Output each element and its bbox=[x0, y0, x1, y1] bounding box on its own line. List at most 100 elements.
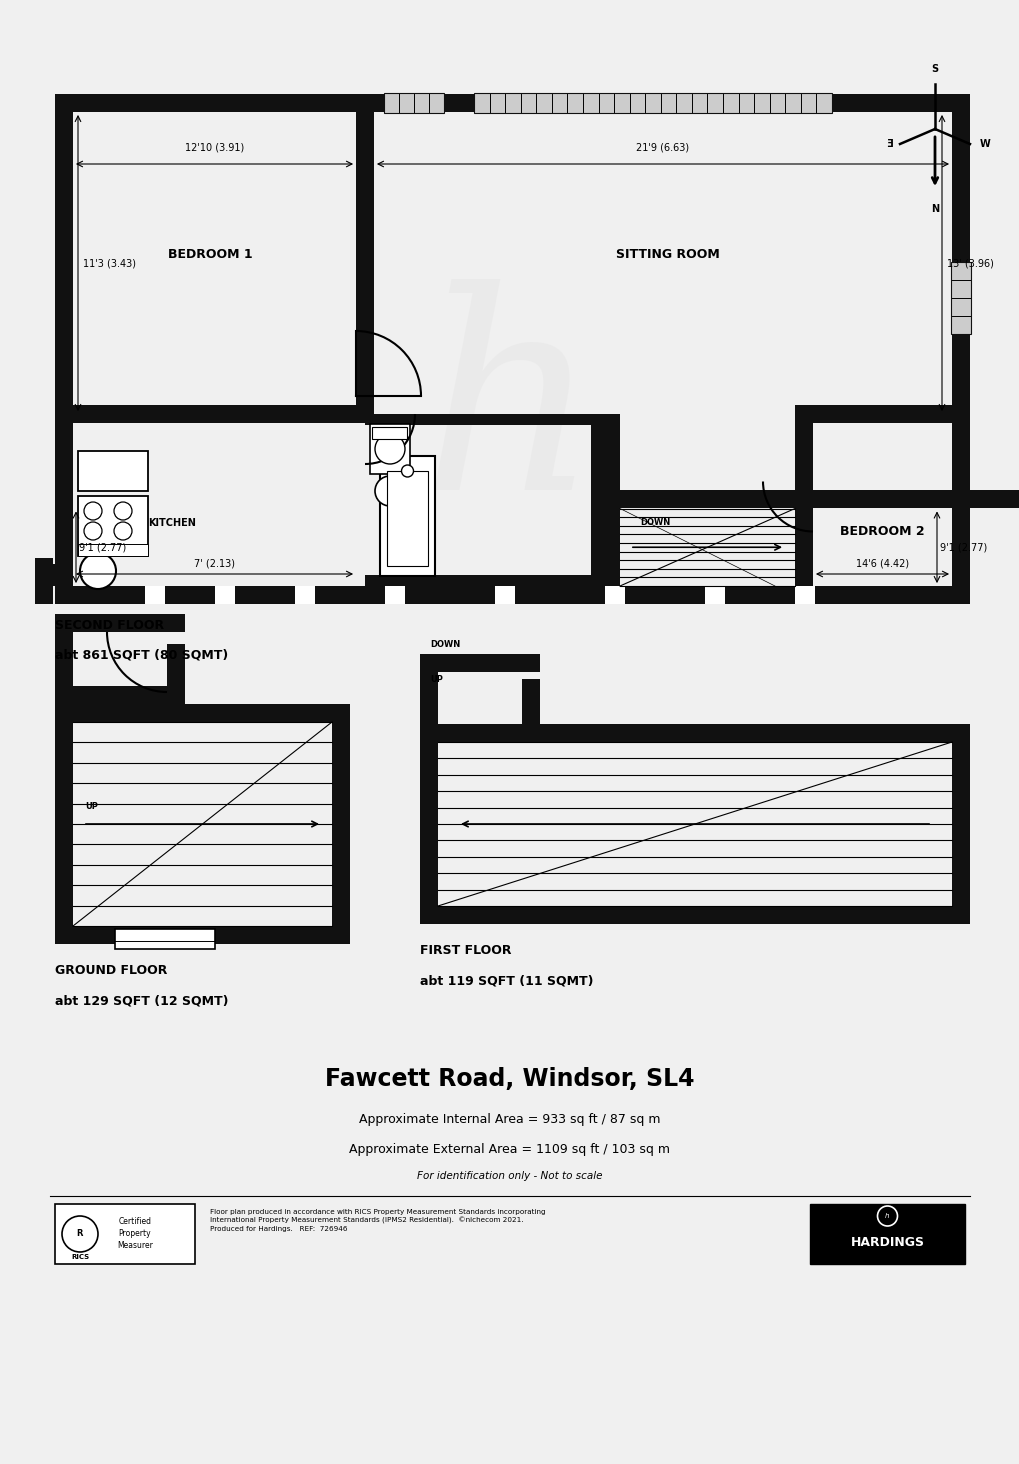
Bar bbox=[494, 586, 515, 605]
Bar bbox=[331, 704, 350, 944]
Text: HARDINGS: HARDINGS bbox=[850, 1236, 923, 1249]
Bar bbox=[35, 558, 53, 605]
Bar bbox=[950, 262, 970, 334]
Bar bbox=[356, 113, 374, 414]
Circle shape bbox=[375, 433, 405, 464]
Bar bbox=[384, 586, 405, 605]
Text: GROUND FLOOR: GROUND FLOOR bbox=[55, 963, 167, 976]
Bar bbox=[420, 906, 969, 924]
Text: BEDROOM 1: BEDROOM 1 bbox=[167, 247, 252, 261]
Bar bbox=[77, 451, 148, 490]
Bar bbox=[474, 94, 832, 113]
Bar bbox=[951, 94, 969, 605]
Text: abt 861 SQFT (80 SQMT): abt 861 SQFT (80 SQMT) bbox=[55, 649, 228, 662]
Text: 9'1 (2.77): 9'1 (2.77) bbox=[940, 542, 986, 552]
Text: DOWN: DOWN bbox=[430, 640, 460, 649]
Text: 13' (3.96): 13' (3.96) bbox=[946, 258, 993, 268]
Bar bbox=[55, 704, 350, 722]
Circle shape bbox=[375, 476, 405, 507]
Text: S: S bbox=[930, 64, 937, 75]
Text: Approximate External Area = 1109 sq ft / 103 sq m: Approximate External Area = 1109 sq ft /… bbox=[350, 1142, 669, 1155]
Bar bbox=[145, 586, 165, 605]
Bar bbox=[215, 586, 234, 605]
Text: Fawcett Road, Windsor, SL4: Fawcett Road, Windsor, SL4 bbox=[325, 1067, 694, 1091]
Text: UP: UP bbox=[85, 802, 98, 811]
Text: For identification only - Not to scale: For identification only - Not to scale bbox=[417, 1171, 602, 1181]
Text: 11'3 (3.43): 11'3 (3.43) bbox=[83, 258, 136, 268]
Bar bbox=[704, 586, 725, 605]
Bar bbox=[55, 613, 73, 704]
Bar bbox=[522, 679, 539, 725]
Bar bbox=[55, 927, 350, 944]
Bar bbox=[951, 725, 969, 924]
Bar bbox=[420, 725, 437, 924]
Bar bbox=[294, 586, 315, 605]
Bar bbox=[55, 586, 969, 605]
Bar bbox=[77, 496, 148, 556]
Text: Ǝ: Ǝ bbox=[886, 139, 892, 149]
Bar bbox=[383, 94, 443, 113]
Circle shape bbox=[84, 523, 102, 540]
Text: BEDROOM 2: BEDROOM 2 bbox=[840, 526, 924, 539]
Text: N: N bbox=[930, 203, 938, 214]
Text: DOWN: DOWN bbox=[639, 518, 669, 527]
Text: KITCHEN: KITCHEN bbox=[148, 518, 196, 527]
Bar bbox=[55, 94, 73, 605]
Bar bbox=[420, 654, 539, 672]
Text: 12'10 (3.91): 12'10 (3.91) bbox=[184, 142, 244, 152]
Circle shape bbox=[114, 502, 131, 520]
Text: Floor plan produced in accordance with RICS Property Measurement Standards incor: Floor plan produced in accordance with R… bbox=[210, 1209, 545, 1233]
Bar bbox=[794, 586, 814, 605]
Text: Measurer: Measurer bbox=[117, 1241, 153, 1250]
Bar bbox=[365, 575, 601, 586]
Bar bbox=[365, 414, 601, 425]
Bar bbox=[115, 930, 215, 949]
Bar bbox=[73, 406, 365, 423]
Circle shape bbox=[114, 523, 131, 540]
Bar bbox=[77, 545, 148, 556]
Bar bbox=[55, 704, 73, 944]
Text: 21'9 (6.63): 21'9 (6.63) bbox=[636, 142, 689, 152]
Bar bbox=[420, 725, 969, 742]
Bar bbox=[372, 427, 407, 439]
Text: h: h bbox=[884, 1214, 889, 1220]
Circle shape bbox=[84, 502, 102, 520]
Circle shape bbox=[876, 1206, 897, 1225]
Text: abt 129 SQFT (12 SQMT): abt 129 SQFT (12 SQMT) bbox=[55, 994, 228, 1007]
Bar bbox=[35, 565, 73, 586]
Circle shape bbox=[79, 553, 116, 589]
Bar bbox=[601, 490, 1019, 508]
Text: SECOND FLOOR: SECOND FLOOR bbox=[55, 619, 164, 632]
Text: abt 119 SQFT (11 SQMT): abt 119 SQFT (11 SQMT) bbox=[420, 974, 593, 987]
Text: FIRST FLOOR: FIRST FLOOR bbox=[420, 944, 511, 957]
Circle shape bbox=[401, 466, 413, 477]
Bar bbox=[386, 471, 428, 567]
Text: Certified: Certified bbox=[118, 1218, 152, 1227]
Bar bbox=[370, 425, 410, 474]
Bar bbox=[167, 644, 184, 704]
Bar bbox=[55, 613, 184, 632]
Text: UP: UP bbox=[430, 675, 442, 684]
Text: SITTING ROOM: SITTING ROOM bbox=[615, 247, 718, 261]
Bar bbox=[55, 1203, 195, 1263]
Bar bbox=[55, 94, 969, 113]
Bar bbox=[601, 414, 620, 586]
Circle shape bbox=[62, 1217, 98, 1252]
Bar bbox=[591, 414, 601, 586]
Text: Approximate Internal Area = 933 sq ft / 87 sq m: Approximate Internal Area = 933 sq ft / … bbox=[359, 1113, 660, 1126]
Bar bbox=[55, 687, 184, 704]
Text: R: R bbox=[76, 1230, 84, 1239]
Bar bbox=[380, 455, 434, 575]
Bar bbox=[420, 654, 437, 725]
Bar bbox=[809, 1203, 964, 1263]
Text: Property: Property bbox=[118, 1230, 151, 1239]
Bar bbox=[794, 414, 812, 586]
Text: h: h bbox=[420, 280, 599, 549]
Bar bbox=[604, 586, 625, 605]
Text: W: W bbox=[979, 139, 989, 149]
Bar bbox=[794, 406, 951, 423]
Text: 9'1 (2.77): 9'1 (2.77) bbox=[78, 542, 126, 552]
Text: 7' (2.13): 7' (2.13) bbox=[194, 559, 234, 569]
Text: RICS: RICS bbox=[71, 1255, 89, 1261]
Text: 14'6 (4.42): 14'6 (4.42) bbox=[855, 559, 908, 569]
